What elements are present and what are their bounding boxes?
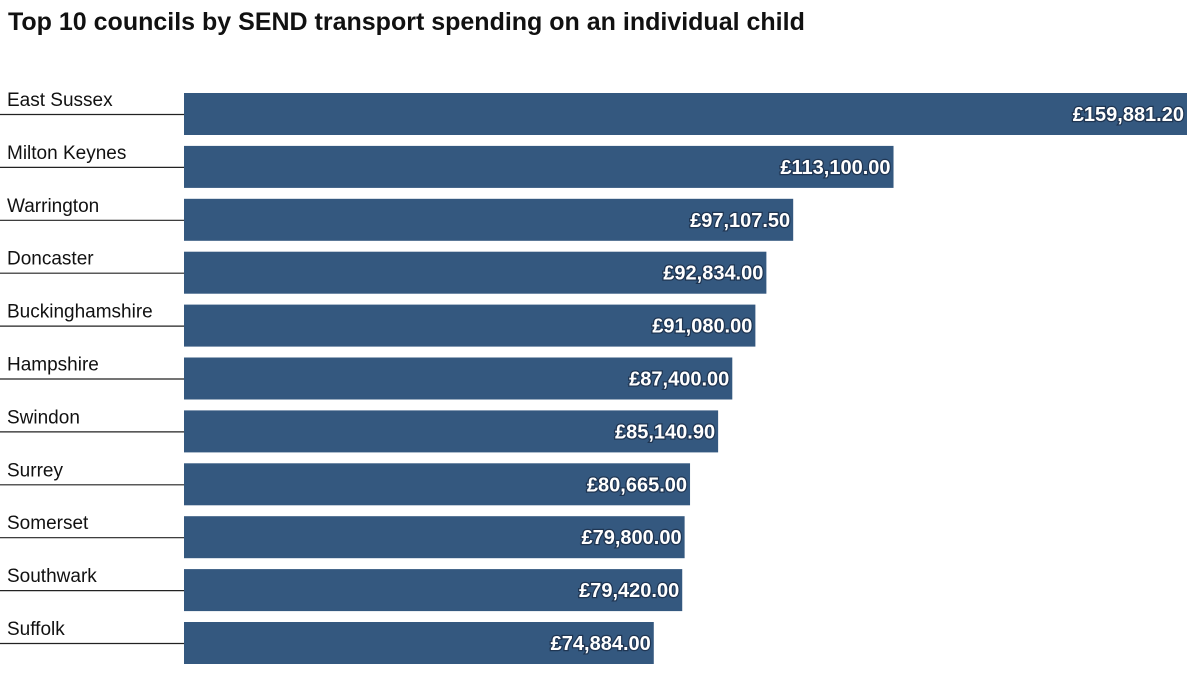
bar-warrington: [184, 198, 794, 241]
bar-milton-keynes: [184, 145, 894, 188]
category-label: Southwark: [7, 566, 97, 587]
category-label: East Sussex: [7, 90, 113, 111]
value-label: £80,665.00: [587, 474, 687, 496]
chart-title: Top 10 councils by SEND transport spendi…: [8, 8, 805, 36]
category-label: Somerset: [7, 513, 89, 534]
value-label: £79,420.00: [579, 580, 679, 602]
bar-southwark: [184, 569, 683, 612]
bar-east-sussex: [184, 93, 1187, 135]
value-label: £159,881.20: [1073, 104, 1184, 126]
bar-surrey: [184, 463, 691, 506]
category-label: Doncaster: [7, 249, 94, 270]
bar-suffolk: [184, 622, 654, 664]
category-label: Swindon: [7, 407, 80, 428]
category-label: Hampshire: [7, 355, 99, 376]
value-label: £91,080.00: [652, 316, 752, 338]
bar-somerset: [184, 516, 685, 559]
bar-doncaster: [184, 251, 767, 294]
value-label: £92,834.00: [663, 263, 763, 285]
category-label: Warrington: [7, 196, 99, 217]
value-label: £79,800.00: [582, 527, 682, 549]
category-label: Milton Keynes: [7, 143, 126, 164]
value-label: £97,107.50: [690, 210, 790, 232]
value-label: £113,100.00: [780, 157, 890, 179]
category-label: Surrey: [7, 460, 63, 481]
category-label: Suffolk: [7, 619, 65, 640]
value-label: £87,400.00: [629, 369, 729, 391]
category-label: Buckinghamshire: [7, 302, 153, 323]
bar-swindon: [184, 410, 719, 453]
value-label: £85,140.90: [615, 421, 715, 443]
bar-buckinghamshire: [184, 304, 756, 347]
bar-hampshire: [184, 357, 733, 400]
value-label: £74,884.00: [551, 633, 651, 655]
